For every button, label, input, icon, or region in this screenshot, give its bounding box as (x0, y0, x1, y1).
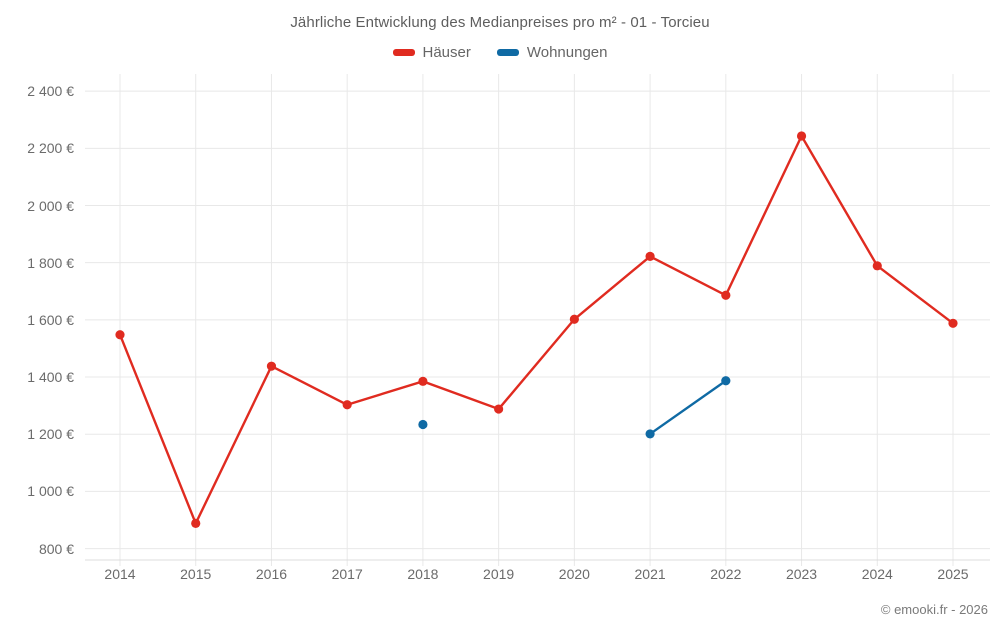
legend-item-1[interactable]: Häuser (392, 44, 471, 61)
x-axis-tick-label: 2025 (937, 566, 969, 582)
legend-swatch-icon (496, 49, 519, 56)
x-axis-tick-label: 2015 (180, 566, 212, 582)
data-point[interactable] (645, 429, 655, 439)
x-axis-tick-label: 2024 (861, 566, 893, 582)
chart-title: Jährliche Entwicklung des Medianpreises … (290, 14, 710, 31)
data-point[interactable] (266, 361, 277, 371)
x-axis-tick-label: 2023 (785, 566, 818, 582)
data-point[interactable] (721, 290, 731, 300)
y-axis: 800 € 1 000 € 1 200 € 1 400 € 1 600 € 1 800 €… (0, 0, 74, 625)
legend-item-2[interactable]: Wohnungen (496, 44, 608, 61)
data-point[interactable] (796, 131, 807, 141)
plot-svg (85, 74, 990, 566)
data-series-layer (115, 131, 958, 529)
series-line-2 (648, 379, 728, 436)
x-axis-tick-label: 2020 (558, 566, 590, 582)
x-axis: 2014 2015 2016 2017 2018 2019 2020 2021 2022 2023… (85, 566, 990, 588)
x-axis-tick-label: 2014 (104, 566, 136, 582)
legend-swatch-icon (392, 49, 415, 56)
data-point[interactable] (342, 400, 352, 410)
data-point[interactable] (721, 376, 731, 386)
y-axis-tick-label: 1 600 € (27, 311, 74, 328)
y-axis-tick-label: 2 200 € (27, 140, 74, 157)
y-axis-tick-label: 1 200 € (27, 426, 74, 443)
y-axis-tick-label: 1 000 € (27, 483, 74, 500)
x-axis-tick-label: 2021 (634, 566, 666, 582)
data-point[interactable] (645, 251, 655, 261)
data-point[interactable] (948, 318, 958, 328)
x-axis-tick-label: 2022 (710, 566, 742, 582)
y-axis-tick-label: 2 000 € (27, 197, 74, 214)
data-point[interactable] (191, 518, 201, 529)
data-point[interactable] (418, 419, 428, 430)
x-axis-tick-label: 2016 (255, 566, 288, 582)
data-point[interactable] (418, 376, 428, 386)
data-point[interactable] (115, 330, 125, 340)
data-point[interactable] (494, 404, 504, 414)
x-axis-tick-label: 2019 (483, 566, 515, 582)
data-point[interactable] (569, 314, 579, 324)
y-axis-tick-label: 2 400 € (27, 83, 74, 100)
legend-label: Wohnungen (526, 44, 608, 61)
y-axis-tick-label: 800 € (38, 540, 74, 557)
chart-legend: Häuser Wohnungen (0, 44, 1000, 61)
legend-label: Häuser (422, 44, 471, 61)
y-axis-tick-label: 1 400 € (27, 369, 74, 386)
plot-area (85, 74, 990, 566)
series-line-1 (118, 134, 955, 525)
x-axis-tick-label: 2017 (331, 566, 363, 582)
footer-credit: © emooki.fr - 2026 (880, 602, 988, 617)
x-axis-tick-label: 2018 (407, 566, 439, 582)
y-axis-tick-label: 1 800 € (27, 254, 74, 271)
gridlines (85, 74, 990, 566)
data-point[interactable] (872, 261, 882, 271)
